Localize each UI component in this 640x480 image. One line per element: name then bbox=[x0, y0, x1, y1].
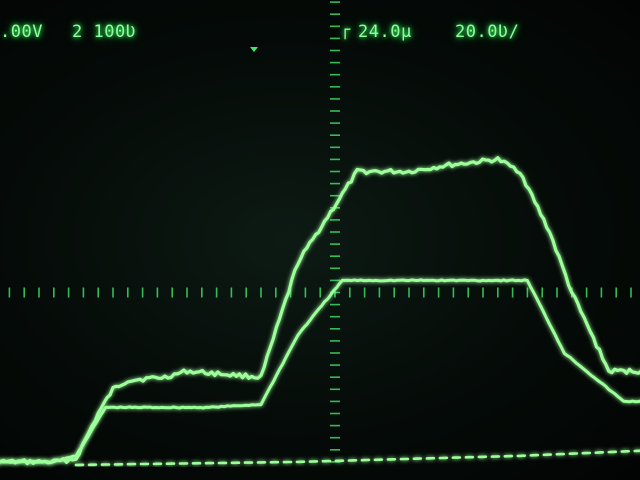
channel-2-trace bbox=[0, 278, 640, 464]
trigger-position-marker bbox=[250, 47, 258, 52]
sample-rate-readout: 20.0Ʋ/ bbox=[455, 22, 520, 42]
trigger-edge-icon: ┌ bbox=[340, 20, 351, 40]
timebase-readout: 24.0μ bbox=[358, 22, 412, 42]
reference-dashed-trace bbox=[74, 449, 640, 467]
waveform-traces bbox=[0, 156, 640, 467]
ch1-scale-readout: .00V bbox=[0, 22, 43, 42]
ch2-scale-readout: 2 100Ʋ bbox=[72, 22, 137, 42]
channel-1-trace bbox=[0, 156, 640, 466]
